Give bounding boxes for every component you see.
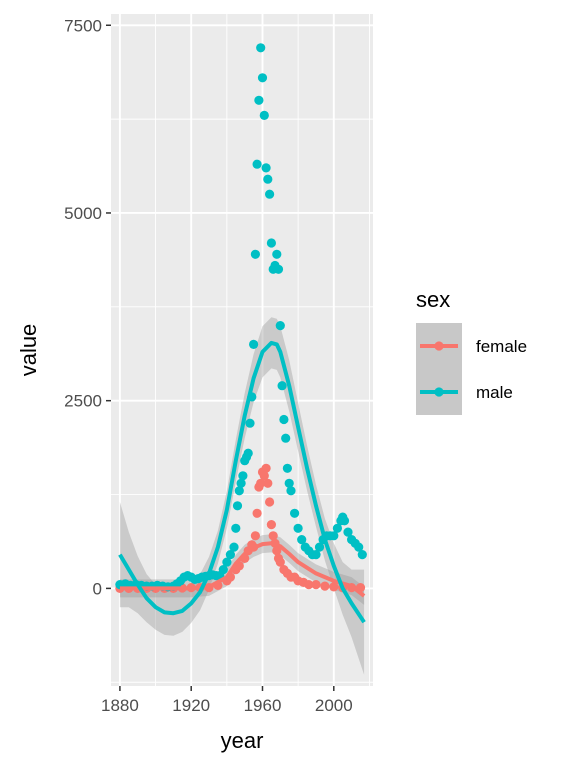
point-male [283, 464, 292, 473]
point-male [245, 419, 254, 428]
point-female [263, 479, 272, 488]
point-female [311, 580, 320, 589]
point-male [258, 73, 267, 82]
point-male [238, 471, 247, 480]
x-axis: 1880 1920 1960 2000 [101, 686, 353, 715]
point-male [231, 524, 240, 533]
point-female [253, 509, 262, 518]
point-male [244, 449, 253, 458]
point-male [263, 175, 272, 184]
legend-key-point-female [434, 341, 443, 350]
point-male [278, 381, 287, 390]
point-male [358, 550, 367, 559]
x-tick-label: 1920 [172, 696, 210, 715]
point-male [262, 163, 271, 172]
y-axis: 0 2500 5000 7500 [64, 16, 111, 598]
point-male [340, 516, 349, 525]
point-male [279, 415, 288, 424]
point-male [272, 250, 281, 259]
y-tick-label: 7500 [64, 16, 102, 35]
point-male [281, 434, 290, 443]
point-male [286, 486, 295, 495]
point-male [276, 321, 285, 330]
legend-key-point-male [434, 387, 443, 396]
x-tick-label: 2000 [315, 696, 353, 715]
point-male [251, 250, 260, 259]
point-male [256, 43, 265, 52]
point-male [267, 238, 276, 247]
y-tick-label: 0 [93, 579, 102, 598]
legend-title: sex [416, 287, 450, 312]
y-axis-title: value [16, 324, 41, 377]
point-male [260, 111, 269, 120]
point-female [262, 464, 271, 473]
point-female [320, 582, 329, 591]
point-male [253, 160, 262, 169]
x-tick-label: 1960 [244, 696, 282, 715]
legend: sex female male [416, 287, 527, 415]
legend-label-female: female [476, 337, 527, 356]
point-male [274, 265, 283, 274]
x-tick-label: 1880 [101, 696, 139, 715]
y-tick-label: 5000 [64, 204, 102, 223]
x-axis-title: year [221, 728, 264, 753]
point-male [229, 543, 238, 552]
point-male [249, 340, 258, 349]
point-female [251, 531, 260, 540]
point-female [265, 497, 274, 506]
y-tick-label: 2500 [64, 392, 102, 411]
point-male [290, 509, 299, 518]
legend-label-male: male [476, 383, 513, 402]
point-male [254, 96, 263, 105]
point-male [294, 524, 303, 533]
point-male [233, 501, 242, 510]
point-male [265, 190, 274, 199]
legend-keys-background [416, 323, 462, 415]
point-female [267, 520, 276, 529]
